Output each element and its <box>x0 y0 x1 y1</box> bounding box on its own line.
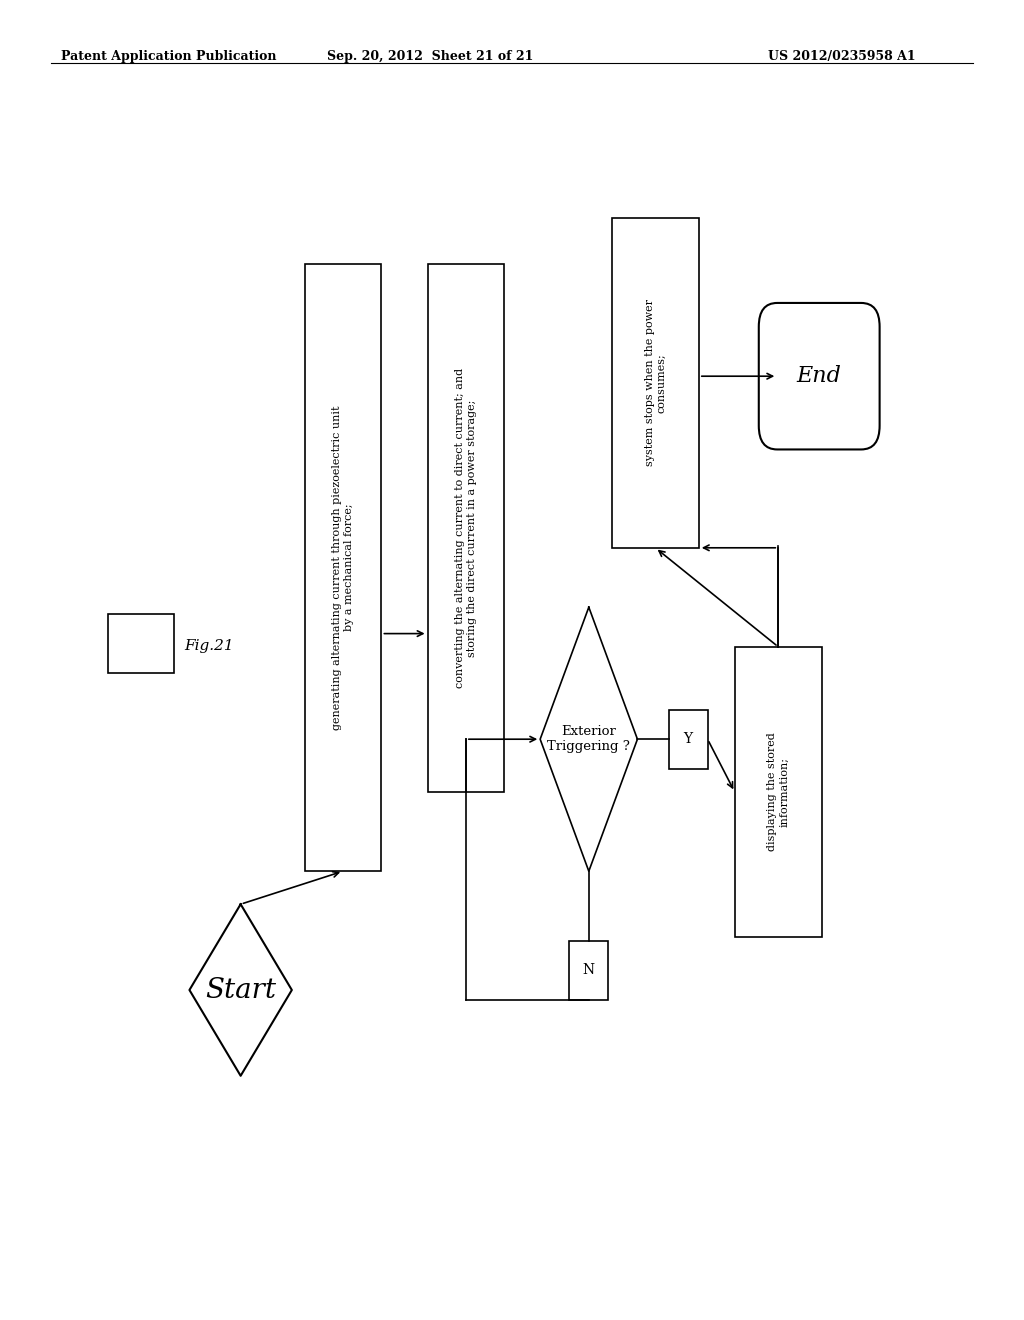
Text: Sep. 20, 2012  Sheet 21 of 21: Sep. 20, 2012 Sheet 21 of 21 <box>327 50 534 63</box>
Bar <box>108 614 174 673</box>
Bar <box>305 264 382 871</box>
Polygon shape <box>541 607 637 871</box>
Text: system stops when the power
consumes;: system stops when the power consumes; <box>644 300 667 466</box>
Text: Patent Application Publication: Patent Application Publication <box>61 50 276 63</box>
Text: displaying the stored
information;: displaying the stored information; <box>767 733 790 851</box>
Bar <box>428 264 505 792</box>
Polygon shape <box>189 904 292 1076</box>
Text: Y: Y <box>684 733 692 746</box>
Text: End: End <box>797 366 842 387</box>
Bar <box>569 940 608 1001</box>
Text: generating alternating current through piezoelectric unit
by a mechanical force;: generating alternating current through p… <box>332 405 354 730</box>
FancyBboxPatch shape <box>759 304 880 449</box>
Text: Start: Start <box>205 977 276 1003</box>
Text: Exterior
Triggering ?: Exterior Triggering ? <box>548 725 630 754</box>
Text: Fig.21: Fig.21 <box>184 639 233 653</box>
Bar <box>612 218 698 548</box>
Bar <box>669 710 708 768</box>
Text: N: N <box>583 964 595 977</box>
Text: converting the alternating current to direct current; and
storing the direct cur: converting the alternating current to di… <box>455 368 477 688</box>
Bar <box>735 647 821 937</box>
Text: US 2012/0235958 A1: US 2012/0235958 A1 <box>768 50 915 63</box>
